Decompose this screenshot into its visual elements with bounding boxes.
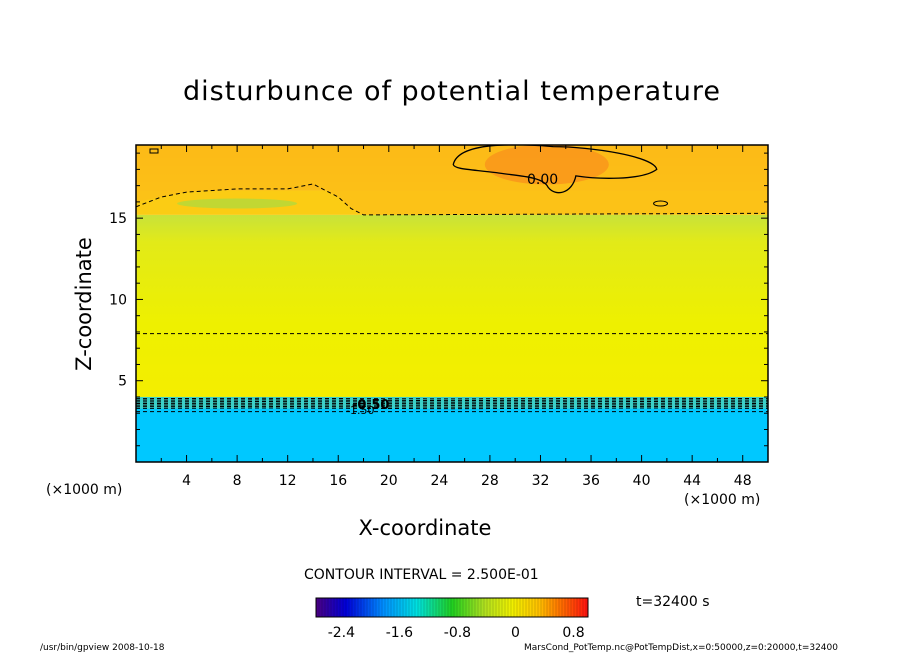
x-tick-label-8: 36 xyxy=(582,473,600,489)
y-tick-label-2: 15 xyxy=(109,211,127,227)
footer-left: /usr/bin/gpview 2008-10-18 xyxy=(40,643,165,653)
contour-transition-1 xyxy=(136,399,768,402)
contour-upper xyxy=(136,183,768,216)
contour-corner xyxy=(149,148,159,154)
heatmap-field xyxy=(136,145,768,462)
colorbar-tick-label-2: -0.8 xyxy=(444,625,471,641)
x-tick-label-6: 28 xyxy=(481,473,499,489)
x-tick-label-1: 8 xyxy=(233,473,242,489)
x-tick-label-10: 44 xyxy=(683,473,701,489)
contour-transition-0 xyxy=(136,397,768,400)
contour-label-0: 0.00 xyxy=(527,172,558,188)
contour-transition-5 xyxy=(136,405,768,408)
contour-zero-small xyxy=(653,200,669,207)
contour-lines: 0.00 -0.50-1.50 xyxy=(136,145,768,417)
colorbar-tick-label-0: -2.4 xyxy=(328,625,355,641)
contour-transition-2 xyxy=(136,400,768,403)
contour-transition-6 xyxy=(136,407,768,410)
y-tick-label-1: 10 xyxy=(109,292,127,308)
x-unit-right: (×1000 m) xyxy=(684,492,761,508)
chart-title: disturbunce of potential temperature xyxy=(183,76,721,107)
colorbar-tick-label-4: 0.8 xyxy=(562,625,584,641)
y-axis-label: Z-coordinate xyxy=(72,237,96,371)
x-tick-label-0: 4 xyxy=(182,473,191,489)
contour-zero xyxy=(452,145,658,194)
contour-label-1: -0.50 xyxy=(352,398,389,413)
colorbar-tick-label-3: 0 xyxy=(511,625,520,641)
time-label: t=32400 s xyxy=(636,594,710,610)
y-tick-label-0: 5 xyxy=(118,374,127,390)
x-tick-label-4: 20 xyxy=(380,473,398,489)
heatmap-layer-2 xyxy=(136,214,768,397)
upper-region xyxy=(136,145,768,215)
footer-right: MarsCond_PotTemp.nc@PotTempDist,x=0:5000… xyxy=(524,643,838,653)
colorbar-gradient xyxy=(316,598,588,617)
contour-interval: CONTOUR INTERVAL = 2.500E-01 xyxy=(304,567,539,583)
x-unit-left: (×1000 m) xyxy=(46,482,123,498)
colorbar-tick-label-1: -1.6 xyxy=(386,625,413,641)
x-tick-label-5: 24 xyxy=(430,473,448,489)
colorbar-frame xyxy=(315,597,589,618)
x-tick-label-2: 12 xyxy=(279,473,297,489)
x-tick-label-7: 32 xyxy=(532,473,550,489)
plot-frame xyxy=(135,144,769,463)
x-tick-label-3: 16 xyxy=(329,473,347,489)
colorbar: -2.4 -1.6 -0.8 0 0.8 xyxy=(315,597,589,641)
x-tick-label-9: 40 xyxy=(633,473,651,489)
contour-label-2: -1.50 xyxy=(346,404,374,417)
x-axis: 4 8 12 16 20 24 28 32 36 40 44 48 xyxy=(160,145,752,489)
y-axis: 5 10 15 xyxy=(109,152,768,447)
contour-transition-4 xyxy=(136,404,768,406)
heatmap-layer-0 xyxy=(136,408,768,462)
contour-transition-3 xyxy=(136,402,768,405)
x-tick-label-11: 48 xyxy=(734,473,752,489)
green-band xyxy=(177,198,298,209)
x-axis-label: X-coordinate xyxy=(358,516,492,540)
